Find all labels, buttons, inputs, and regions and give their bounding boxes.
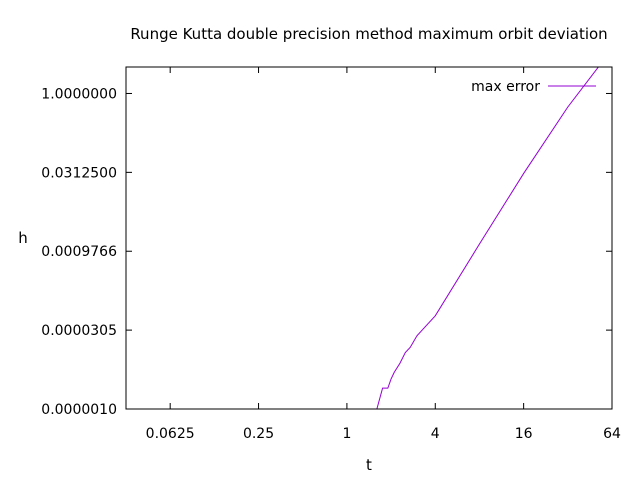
y-tick-label: 0.0000305	[41, 323, 117, 339]
y-tick-label: 0.0000010	[41, 402, 117, 418]
plot-series	[350, 67, 600, 409]
x-tick-label: 64	[603, 426, 621, 442]
y-tick-label: 1.0000000	[41, 86, 117, 102]
chart-title: Runge Kutta double precision method maxi…	[130, 25, 607, 43]
x-axis-label: t	[366, 456, 372, 474]
x-tick-label: 16	[515, 426, 533, 442]
x-tick-label: 0.25	[243, 426, 274, 442]
series-line	[350, 67, 600, 409]
legend-label: max error	[471, 79, 540, 95]
y-axis-label: h	[18, 229, 28, 247]
x-tick-label: 4	[431, 426, 440, 442]
x-tick-label: 1	[342, 426, 351, 442]
y-tick-label: 0.0312500	[41, 165, 117, 181]
x-axis: 0.0625 0.25 1 4 16 64	[146, 67, 621, 442]
plot-frame	[125, 66, 613, 410]
y-tick-label: 0.0009766	[41, 244, 117, 260]
legend: max error	[471, 79, 596, 95]
x-tick-label: 0.0625	[146, 426, 195, 442]
y-axis: 0.0000010 0.0000305 0.0009766 0.0312500 1.00…	[41, 86, 612, 418]
